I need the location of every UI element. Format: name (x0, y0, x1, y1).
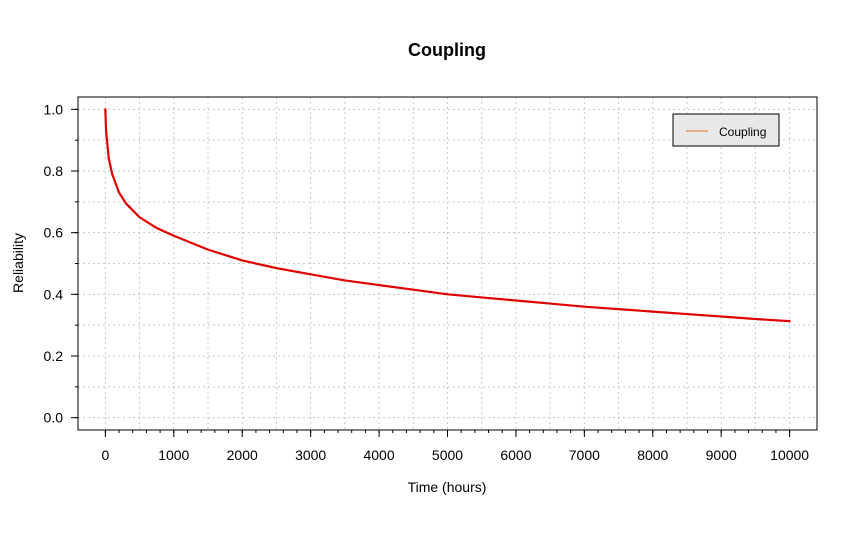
y-tick-label: 0.6 (44, 225, 64, 241)
x-tick-label: 3000 (295, 447, 326, 463)
grid-lines (78, 97, 817, 430)
y-tick-label: 1.0 (44, 101, 64, 117)
y-tick-label: 0.2 (44, 348, 64, 364)
x-axis: 0 1000 2000 3000 4000 5000 6000 7000 8000 9000 100… (101, 430, 809, 463)
x-axis-label: Time (hours) (408, 479, 487, 495)
x-tick-label: 0 (101, 447, 109, 463)
legend: Coupling (672, 113, 780, 147)
y-axis-label: Reliability (10, 233, 26, 293)
x-tick-label: 6000 (500, 447, 531, 463)
x-tick-label: 5000 (432, 447, 463, 463)
x-tick-label: 1000 (158, 447, 189, 463)
x-tick-label: 4000 (363, 447, 394, 463)
x-tick-label: 10000 (770, 447, 809, 463)
chart-title: Coupling (408, 40, 486, 60)
legend-box (672, 113, 780, 147)
series-layer (104, 108, 791, 323)
x-tick-label: 8000 (637, 447, 668, 463)
x-tick-label: 9000 (706, 447, 737, 463)
y-axis: 0.0 0.2 0.4 0.6 0.8 1.0 (44, 101, 78, 426)
y-tick-label: 0.4 (44, 286, 64, 302)
y-tick-label: 0.0 (44, 410, 64, 426)
y-tick-label: 0.8 (44, 163, 64, 179)
x-tick-label: 2000 (227, 447, 258, 463)
legend-label-coupling: Coupling (719, 125, 766, 139)
series-line-coupling (104, 108, 791, 323)
x-tick-label: 7000 (569, 447, 600, 463)
